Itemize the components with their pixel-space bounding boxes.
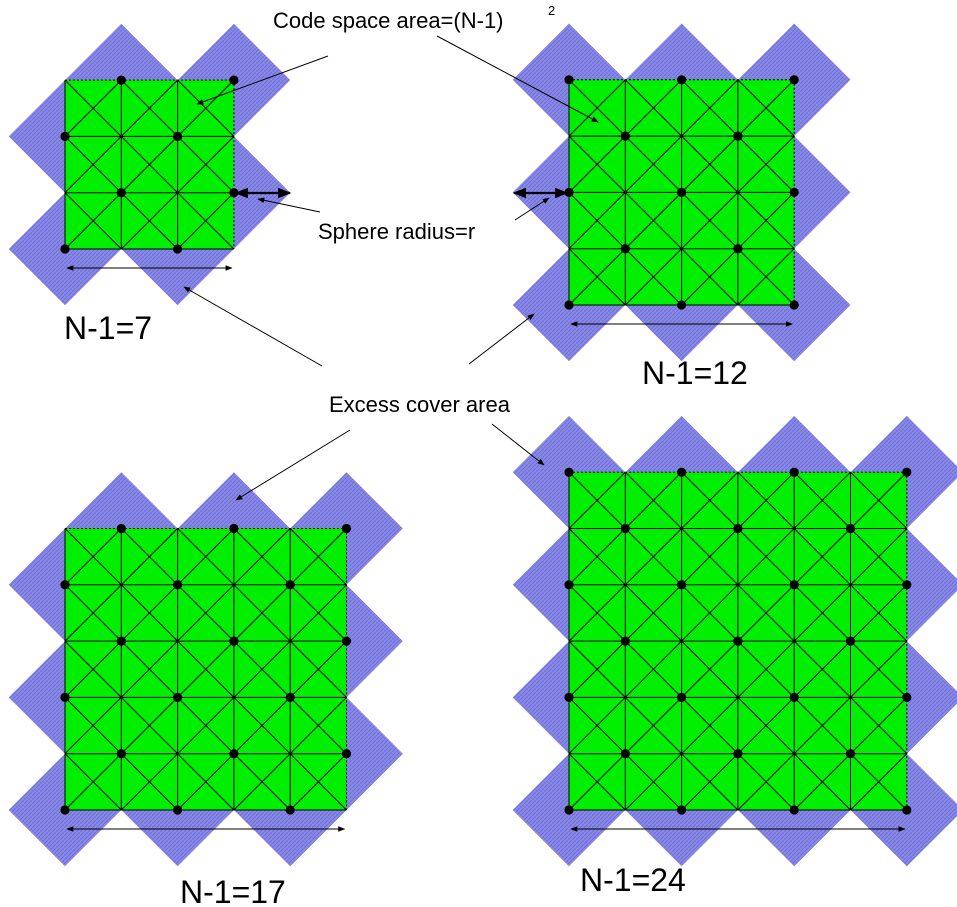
panel-label-n7: N-1=7	[64, 310, 152, 346]
codeword-dot	[60, 805, 70, 815]
codeword-dot	[173, 805, 183, 815]
codeword-dot	[116, 523, 126, 534]
code-space-leader-left	[196, 55, 329, 105]
codeword-dot	[116, 75, 126, 85]
codeword-dot	[60, 692, 70, 703]
code-space-label: Code space area=(N-1) 2	[273, 3, 555, 33]
codeword-dot	[564, 580, 574, 590]
code-space-leader-right	[436, 35, 599, 123]
sphere-radius-leader-left	[257, 197, 321, 213]
codeword-dot	[116, 636, 126, 646]
codeword-dot	[341, 749, 352, 759]
codeword-dot	[789, 75, 799, 85]
codeword-dot	[789, 300, 799, 310]
excess-leader-top-left	[183, 286, 323, 367]
codeword-dot	[564, 692, 574, 703]
codeword-dot	[677, 75, 687, 85]
codeword-dot	[60, 131, 70, 141]
codeword-dot	[229, 75, 239, 85]
codeword-dot	[733, 749, 743, 759]
codeword-dot	[902, 805, 912, 815]
codeword-dot	[173, 692, 183, 703]
codeword-dot	[116, 188, 126, 198]
codeword-dot	[677, 805, 687, 815]
grid-lines	[64, 528, 347, 811]
panel-label-n24: N-1=24	[580, 862, 686, 898]
codeword-dot	[677, 187, 687, 197]
codeword-dot	[564, 805, 574, 815]
codeword-dot	[285, 805, 295, 815]
codeword-dot	[341, 523, 352, 534]
codeword-dot	[845, 749, 856, 759]
panel-n17	[8, 472, 403, 867]
codeword-dot	[116, 749, 126, 759]
codeword-dot	[845, 523, 856, 534]
codeword-dot	[902, 467, 912, 477]
codeword-dots	[60, 523, 352, 815]
codeword-dot	[620, 131, 630, 141]
code-space-exponent: 2	[548, 3, 555, 18]
codeword-dot	[677, 692, 687, 703]
codeword-dot	[677, 467, 687, 477]
codeword-dot	[733, 244, 743, 254]
panel-n12	[512, 23, 851, 362]
codeword-dot	[789, 187, 799, 197]
codeword-dot	[789, 805, 799, 815]
excess-leader-bottom-right	[491, 423, 545, 466]
codeword-dot	[285, 692, 295, 703]
codeword-dot	[285, 580, 295, 590]
grid-lines	[568, 79, 795, 306]
codeword-dot	[845, 636, 856, 646]
codeword-dot	[789, 580, 799, 590]
codeword-dot	[620, 244, 630, 254]
codeword-dot	[564, 467, 574, 477]
excess-leader-bottom-left	[235, 429, 351, 501]
panel-n7	[8, 23, 291, 306]
codeword-dots	[564, 467, 912, 815]
panel-label-n12: N-1=12	[642, 355, 748, 391]
code-space-area-text: Code space area=(N-1)	[273, 8, 504, 33]
codeword-dot	[620, 523, 630, 534]
codeword-dot	[229, 636, 239, 646]
grid-lines	[64, 79, 235, 250]
sphere-radius-label: Sphere radius=r	[318, 219, 475, 244]
panel-label-n17: N-1=17	[180, 874, 286, 907]
codeword-dot	[733, 131, 743, 141]
codeword-dots	[564, 75, 799, 310]
codeword-dot	[620, 749, 630, 759]
codeword-dot	[341, 636, 352, 646]
codeword-dot	[733, 523, 743, 534]
codeword-dot	[564, 300, 574, 310]
codeword-dot	[677, 580, 687, 590]
excess-leader-top-right	[468, 313, 535, 365]
codeword-dot	[564, 75, 574, 85]
codeword-dot	[902, 580, 912, 590]
panel-n24	[512, 415, 957, 867]
codeword-dot	[789, 467, 799, 477]
codeword-dot	[677, 300, 687, 310]
codeword-dot	[789, 692, 799, 703]
codeword-dot	[173, 244, 183, 254]
excess-cover-area-label: Excess cover area	[329, 392, 511, 417]
codeword-dot	[902, 692, 912, 703]
codeword-dot	[229, 523, 239, 534]
codeword-dot	[173, 131, 183, 141]
codeword-dot	[60, 580, 70, 590]
codeword-dot	[173, 580, 183, 590]
codeword-dot	[733, 636, 743, 646]
sphere-radius-leader-right	[514, 197, 550, 221]
codeword-dot	[229, 749, 239, 759]
codeword-dot	[60, 244, 70, 254]
codeword-dot	[620, 636, 630, 646]
codeword-dots	[60, 75, 239, 254]
